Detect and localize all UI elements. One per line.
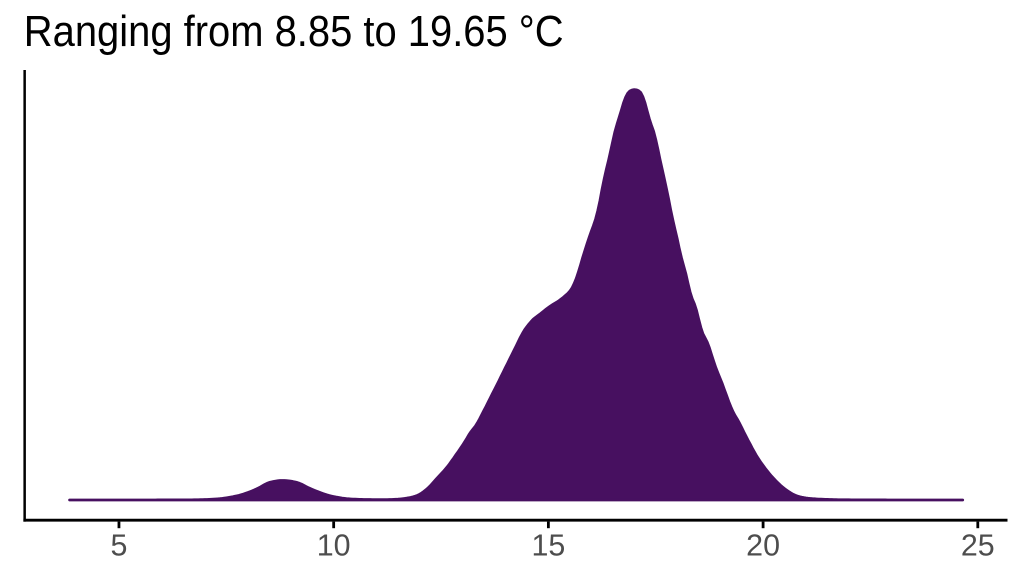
svg-text:15: 15 [531,528,565,562]
svg-text:10: 10 [317,528,351,562]
svg-text:5: 5 [111,528,128,562]
svg-text:20: 20 [746,528,780,562]
svg-text:25: 25 [961,528,995,562]
svg-text:Ranging from 8.85 to 19.65 °C: Ranging from 8.85 to 19.65 °C [24,6,564,55]
